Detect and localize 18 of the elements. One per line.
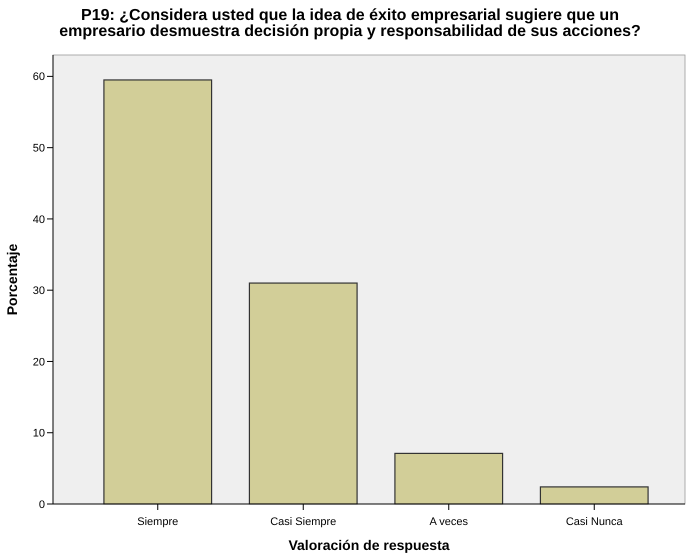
y-tick-label: 0 xyxy=(38,498,45,511)
x-tick-label: A veces xyxy=(429,516,469,528)
y-tick-label: 10 xyxy=(32,428,45,440)
y-tick-label: 40 xyxy=(32,214,45,226)
y-tick-label: 30 xyxy=(32,285,45,298)
bar xyxy=(103,79,212,505)
x-tick-label: Casi Siempre xyxy=(270,516,336,528)
bar xyxy=(248,282,358,505)
y-tick-label: 20 xyxy=(32,356,45,368)
x-tick-label: Casi Nunca xyxy=(566,516,624,528)
y-tick-label: 60 xyxy=(32,71,45,84)
bar xyxy=(540,486,649,505)
bar xyxy=(394,452,504,505)
y-axis-title: Porcentaje xyxy=(4,243,20,316)
x-tick-label: Siempre xyxy=(137,516,178,528)
x-axis-title: Valoración de respuesta xyxy=(288,537,450,553)
y-tick-label: 50 xyxy=(32,142,45,154)
chart-title: P19: ¿Considera usted que la idea de éxito empresarial sugiere que un empresario desmuestra decisión propia y responsabilidad de sus acciones? xyxy=(59,7,641,40)
